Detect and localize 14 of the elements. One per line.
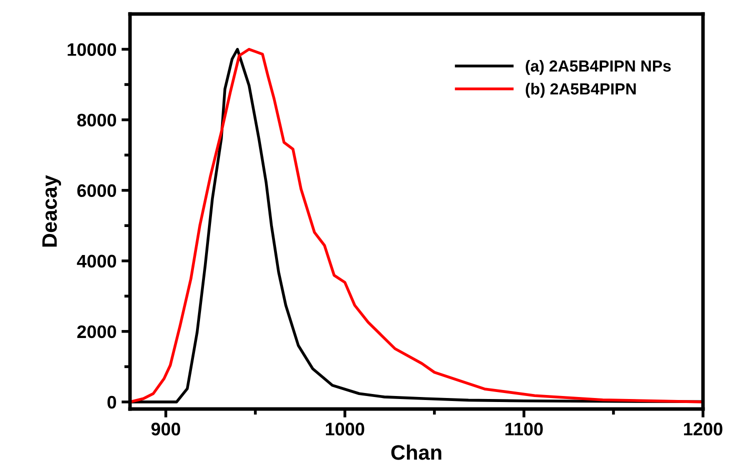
y-tick-label: 4000: [76, 254, 116, 268]
y-tick-label: 0: [107, 396, 116, 409]
y-tick-label: 2000: [77, 325, 116, 338]
x-axis-title: Chan: [391, 444, 442, 460]
y-axis-title: Deacay: [42, 175, 62, 247]
y-tick-label: 6000: [77, 184, 116, 198]
x-tick-label: 1000: [326, 422, 364, 436]
x-tick-label: 900: [151, 422, 180, 436]
x-tick-label: 1200: [684, 422, 722, 436]
legend-label: (a) 2A5B4PIPN NPs: [526, 60, 671, 75]
y-tick-label: 8000: [77, 114, 116, 127]
y-tick-label: 10000: [68, 43, 116, 56]
legend-label: (b) 2A5B4PIPN: [526, 82, 636, 98]
x-tick-label: 1100: [505, 422, 543, 436]
